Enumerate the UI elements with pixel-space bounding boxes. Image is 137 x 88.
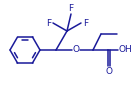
Text: O: O [105,67,112,76]
Text: F: F [46,18,52,27]
Text: F: F [68,4,74,13]
Text: O: O [72,45,79,54]
Text: OH: OH [118,45,132,54]
Text: F: F [83,18,89,27]
